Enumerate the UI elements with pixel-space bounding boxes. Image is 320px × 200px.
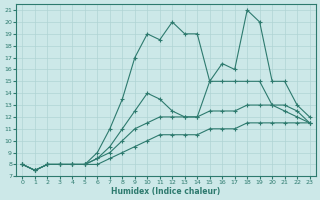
X-axis label: Humidex (Indice chaleur): Humidex (Indice chaleur): [111, 187, 221, 196]
